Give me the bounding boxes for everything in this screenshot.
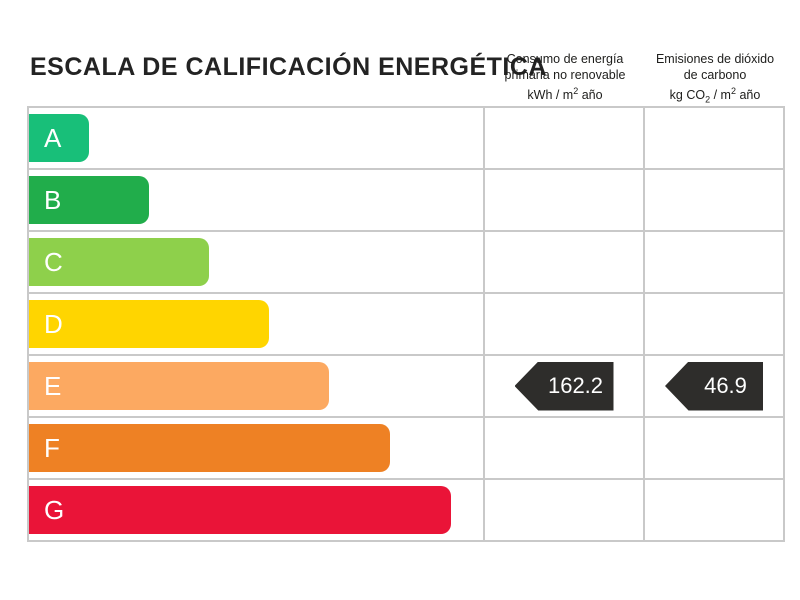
emissions-header-units: kg CO2 / m2 año	[669, 86, 761, 105]
rating-letter-a: A	[44, 123, 62, 153]
emissions-cell-e: 46.9	[645, 356, 783, 416]
rating-letter-c: C	[44, 247, 63, 277]
rating-row-g: G	[29, 480, 483, 540]
rating-bar-a: A	[29, 114, 89, 162]
emissions-cell-c	[645, 232, 783, 292]
rating-bar-f: F	[29, 424, 390, 472]
emissions-cell-g	[645, 480, 783, 540]
consumption-cell-d	[485, 294, 643, 354]
rating-table: A B C D E 162.2 46.9 F	[27, 106, 785, 542]
consumption-cell-f	[485, 418, 643, 478]
rating-bar-c: C	[29, 238, 209, 286]
emissions-value: 46.9	[704, 373, 747, 398]
emissions-header-line2: de carbono	[683, 68, 747, 82]
emissions-header-line1: Emisiones de dióxido	[655, 52, 775, 66]
consumption-value-badge: 162.2	[514, 361, 614, 411]
consumption-cell-c	[485, 232, 643, 292]
consumption-header-units: kWh / m2 año	[527, 86, 603, 103]
rating-row-a: A	[29, 108, 483, 168]
emissions-cell-a	[645, 108, 783, 168]
emissions-value-badge: 46.9	[665, 361, 763, 411]
consumption-header-line2: primaria no renovable	[504, 68, 626, 82]
rating-row-e: E	[29, 356, 483, 416]
rating-letter-b: B	[44, 185, 62, 215]
rating-bar-b: B	[29, 176, 149, 224]
emissions-cell-b	[645, 170, 783, 230]
emissions-cell-d	[645, 294, 783, 354]
rating-letter-e: E	[44, 371, 62, 401]
rating-letter-d: D	[44, 309, 63, 339]
consumption-value: 162.2	[547, 373, 604, 398]
rating-bar-g: G	[29, 486, 451, 534]
rating-row-c: C	[29, 232, 483, 292]
rating-bar-d: D	[29, 300, 269, 348]
consumption-cell-e: 162.2	[485, 356, 643, 416]
emissions-column-header: Emisiones de dióxido de carbono kg CO2 /…	[645, 51, 785, 108]
consumption-cell-a	[485, 108, 643, 168]
rating-bar-e: E	[29, 362, 329, 410]
page-title: ESCALA DE CALIFICACIÓN ENERGÉTICA	[30, 53, 547, 81]
consumption-cell-g	[485, 480, 643, 540]
rating-letter-f: F	[44, 433, 60, 463]
rating-row-d: D	[29, 294, 483, 354]
consumption-cell-b	[485, 170, 643, 230]
rating-row-f: F	[29, 418, 483, 478]
rating-letter-g: G	[44, 495, 65, 525]
consumption-column-header: Consumo de energía primaria no renovable…	[485, 51, 645, 103]
emissions-cell-f	[645, 418, 783, 478]
consumption-header-line1: Consumo de energía	[506, 52, 624, 66]
rating-row-b: B	[29, 170, 483, 230]
